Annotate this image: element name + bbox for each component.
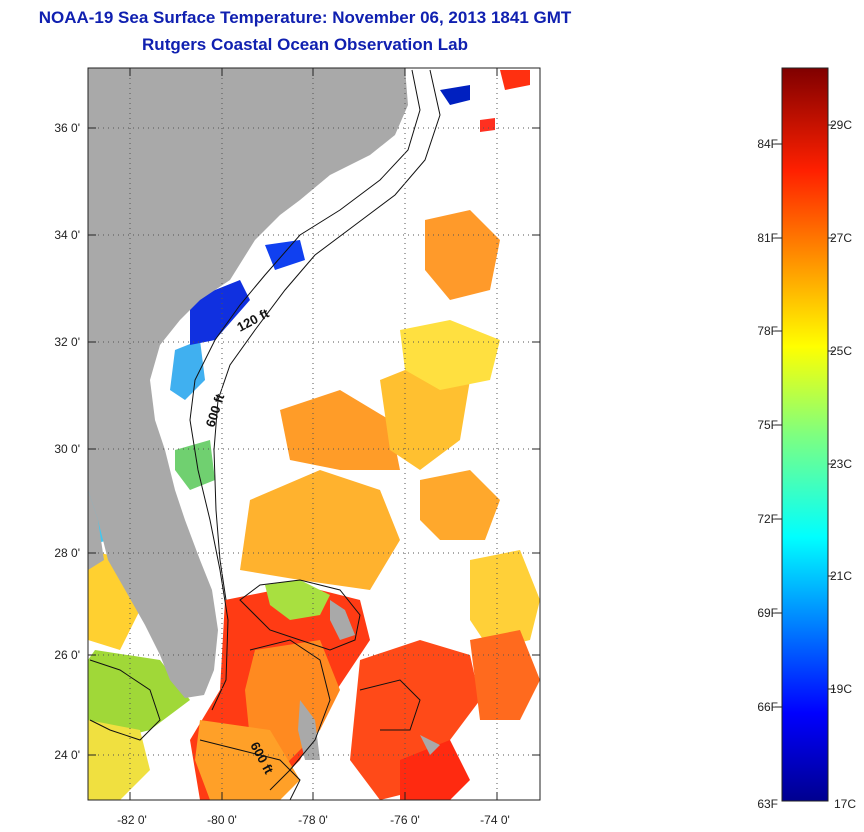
cb-f-label: 81F	[757, 231, 778, 245]
cb-c-label: 17C	[834, 797, 856, 811]
lat-label: 26 0'	[54, 648, 80, 662]
cb-f-label: 75F	[757, 418, 778, 432]
lat-label: 32 0'	[54, 335, 80, 349]
lon-label: -80 0'	[207, 813, 237, 827]
sst-data-layer	[88, 70, 540, 800]
cb-c-label: 27C	[830, 231, 852, 245]
cb-f-label: 84F	[757, 137, 778, 151]
cb-c-label: 21C	[830, 569, 852, 583]
lon-label: -74 0'	[480, 813, 510, 827]
depth-contours	[89, 69, 441, 800]
map-title: NOAA-19 Sea Surface Temperature: Novembe…	[38, 8, 572, 27]
colorbar-ticks	[775, 124, 835, 708]
lat-label: 28 0'	[54, 546, 80, 560]
cb-f-label: 69F	[757, 606, 778, 620]
lat-label: 24 0'	[54, 748, 80, 762]
colorbar-celsius-labels: 29C 27C 25C 23C 21C 19C 17C	[830, 118, 856, 811]
colorbar	[781, 67, 829, 802]
land-mass	[88, 68, 408, 698]
cb-c-label: 29C	[830, 118, 852, 132]
colorbar-fahrenheit-labels: 84F 81F 78F 75F 72F 69F 66F 63F	[757, 137, 778, 811]
latitude-labels: 36 0' 34 0' 32 0' 30 0' 28 0' 26 0' 24 0…	[54, 121, 80, 762]
cb-f-label: 63F	[757, 797, 778, 811]
cb-f-label: 72F	[757, 512, 778, 526]
cb-c-label: 23C	[830, 457, 852, 471]
lat-label: 30 0'	[54, 442, 80, 456]
lon-label: -78 0'	[298, 813, 328, 827]
lat-label: 36 0'	[54, 121, 80, 135]
map-frame	[87, 67, 541, 801]
map-subtitle: Rutgers Coastal Ocean Observation Lab	[142, 35, 468, 54]
cb-c-label: 19C	[830, 682, 852, 696]
longitude-labels: -82 0' -80 0' -78 0' -76 0' -74 0'	[117, 813, 510, 827]
graticule	[88, 68, 540, 800]
lat-label: 34 0'	[54, 228, 80, 242]
lon-label: -82 0'	[117, 813, 147, 827]
map-panel	[88, 68, 540, 800]
cb-f-label: 66F	[757, 700, 778, 714]
cb-c-label: 25C	[830, 344, 852, 358]
axis-ticks	[88, 68, 540, 800]
lon-label: -76 0'	[390, 813, 420, 827]
cb-f-label: 78F	[757, 324, 778, 338]
